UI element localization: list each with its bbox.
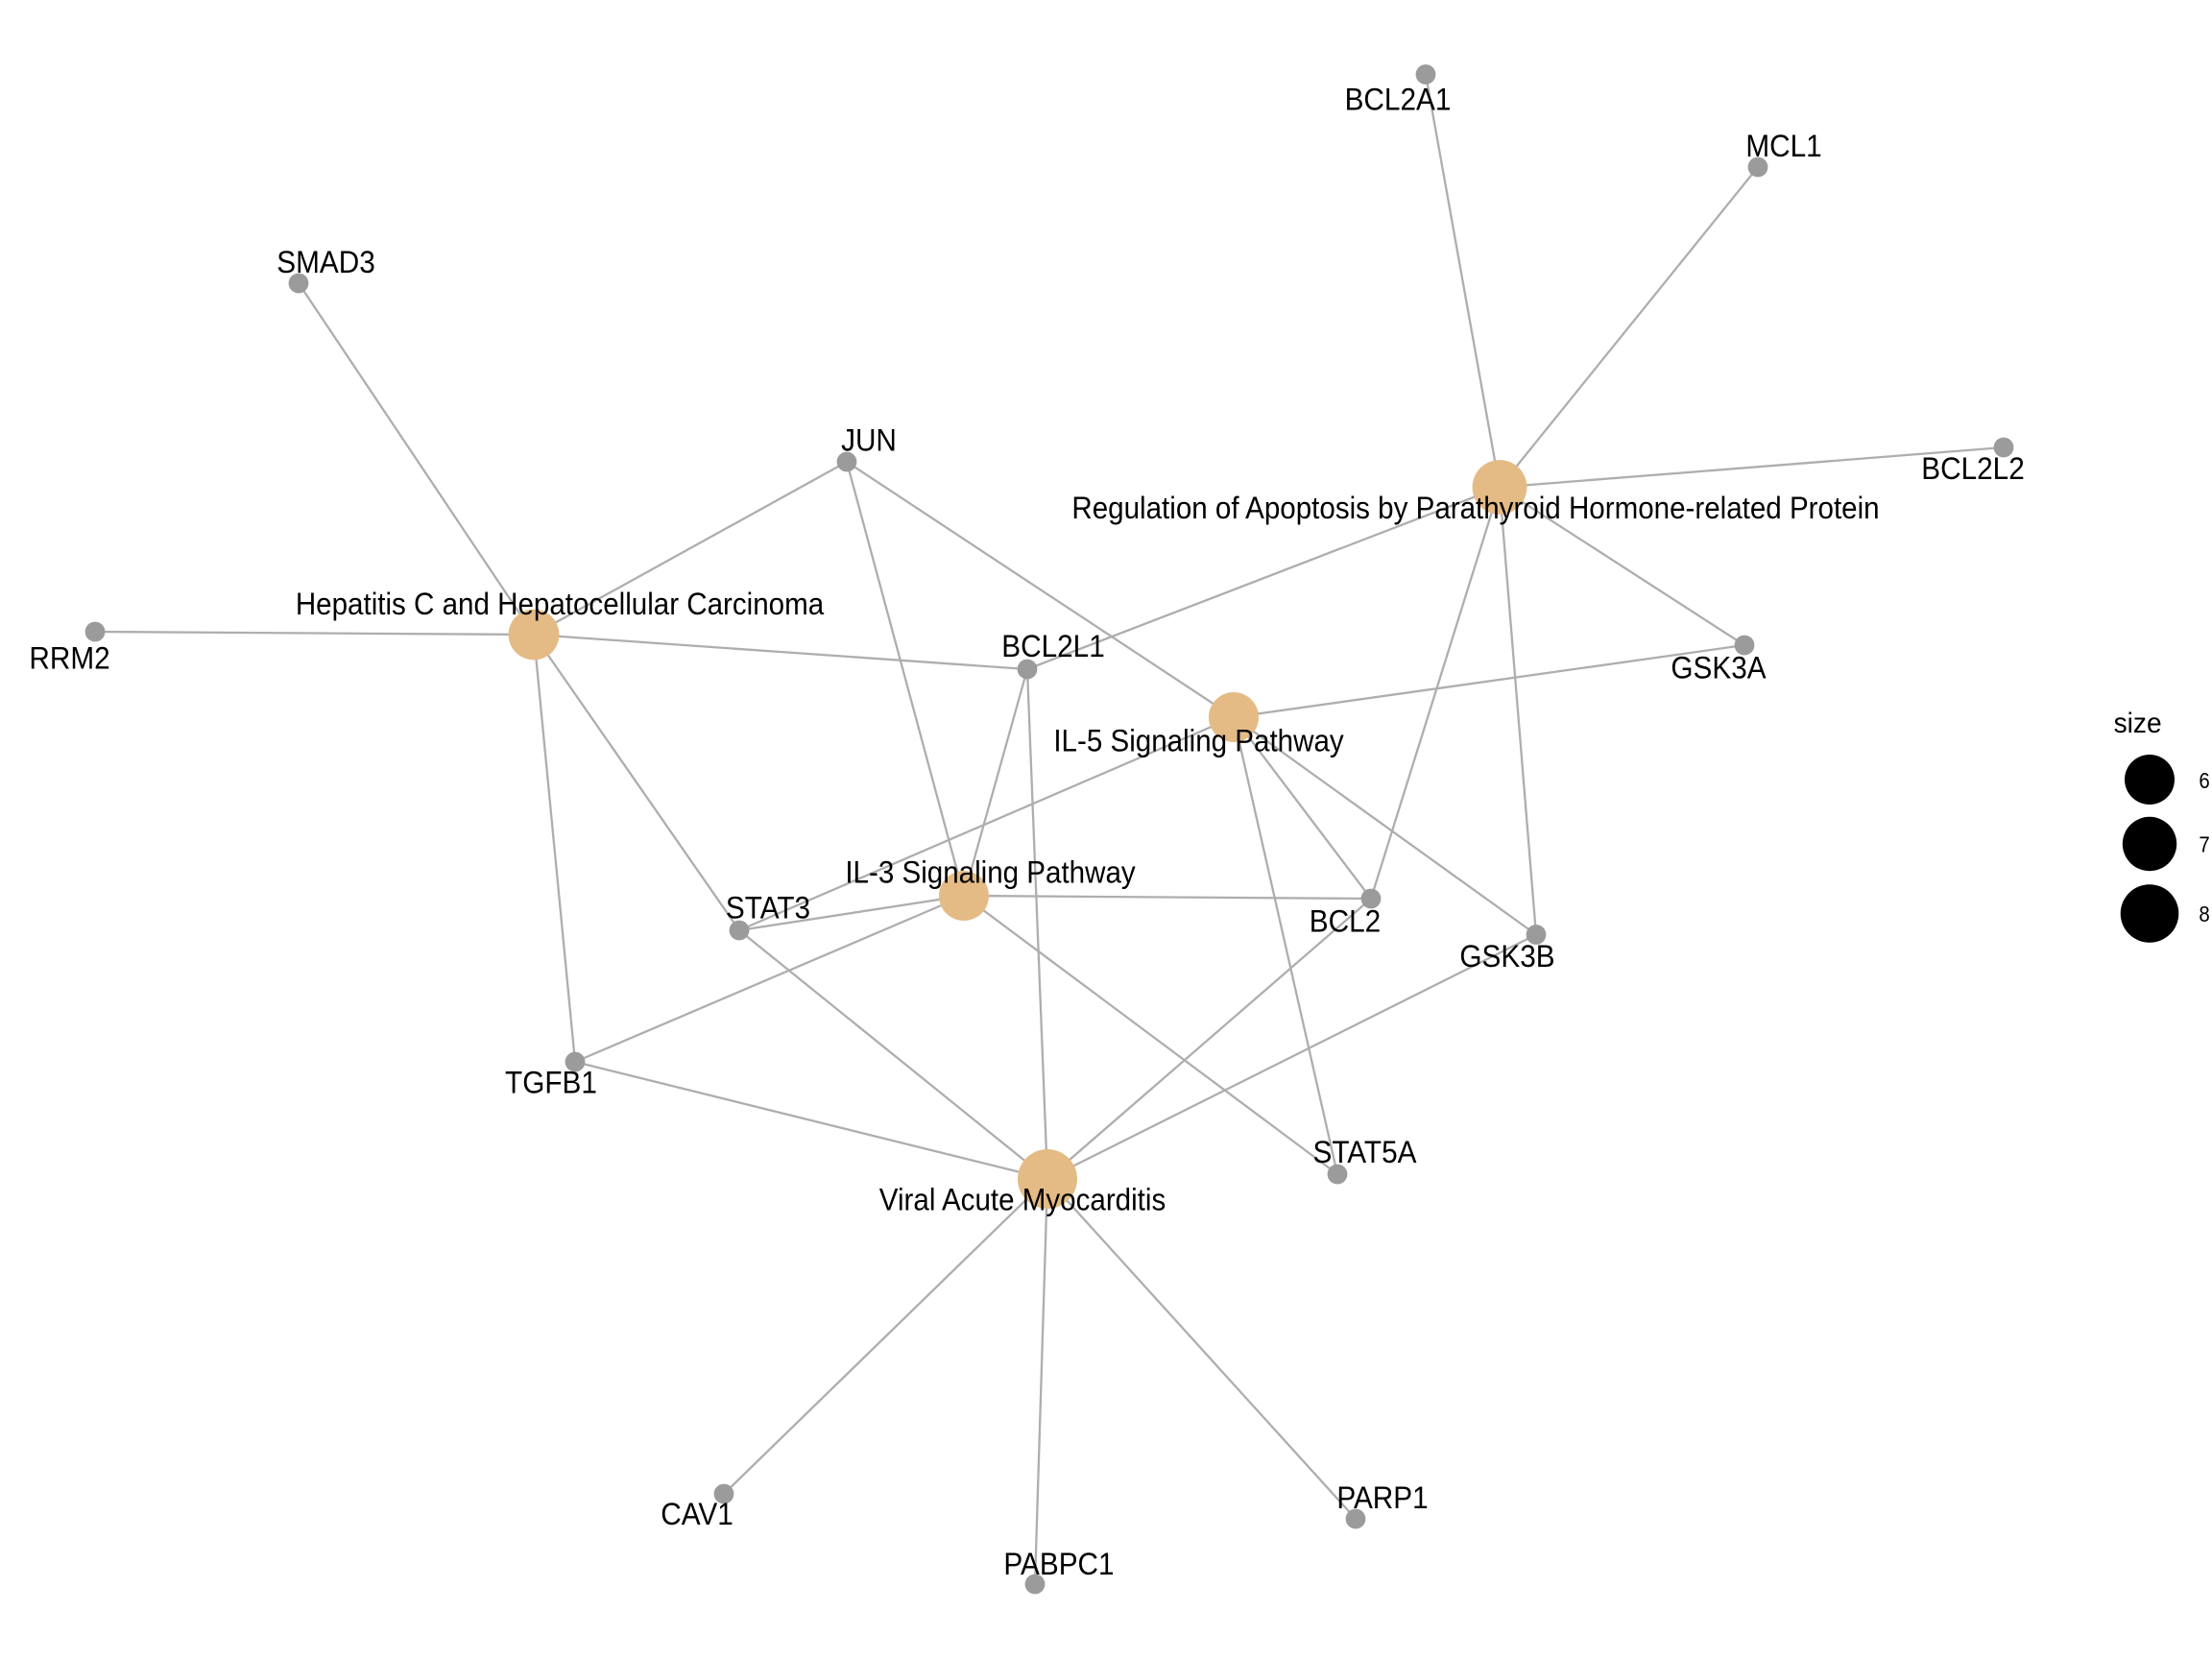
svg-text:Viral Acute Myocarditis: Viral Acute Myocarditis (879, 1182, 1166, 1216)
svg-text:RRM2: RRM2 (29, 641, 109, 676)
svg-text:BCL2: BCL2 (1310, 904, 1381, 939)
svg-text:BCL2A1: BCL2A1 (1345, 82, 1452, 116)
svg-text:size: size (2114, 708, 2162, 739)
svg-text:Regulation of Apoptosis by Par: Regulation of Apoptosis by Parathyroid H… (1071, 491, 1879, 525)
svg-text:TGFB1: TGFB1 (505, 1066, 597, 1100)
svg-text:PABPC1: PABPC1 (1003, 1547, 1114, 1581)
svg-text:IL-5 Signaling Pathway: IL-5 Signaling Pathway (1053, 723, 1344, 757)
svg-text:SMAD3: SMAD3 (276, 245, 375, 279)
svg-text:BCL2L2: BCL2L2 (1921, 451, 2025, 486)
svg-text:BCL2L1: BCL2L1 (1001, 629, 1105, 663)
svg-text:PARP1: PARP1 (1336, 1480, 1428, 1515)
svg-text:MCL1: MCL1 (1745, 129, 1821, 163)
svg-text:7: 7 (2199, 831, 2209, 857)
svg-text:STAT3: STAT3 (726, 891, 810, 926)
svg-text:IL-3 Signaling Pathway: IL-3 Signaling Pathway (845, 854, 1136, 889)
svg-text:8: 8 (2199, 902, 2209, 927)
svg-text:STAT5A: STAT5A (1312, 1135, 1416, 1169)
svg-text:GSK3B: GSK3B (1459, 939, 1554, 974)
svg-text:CAV1: CAV1 (661, 1497, 733, 1531)
svg-text:Hepatitis C and Hepatocellular: Hepatitis C and Hepatocellular Carcinoma (296, 587, 825, 621)
svg-text:JUN: JUN (841, 423, 897, 458)
svg-text:6: 6 (2199, 768, 2209, 794)
svg-text:GSK3A: GSK3A (1671, 651, 1767, 685)
